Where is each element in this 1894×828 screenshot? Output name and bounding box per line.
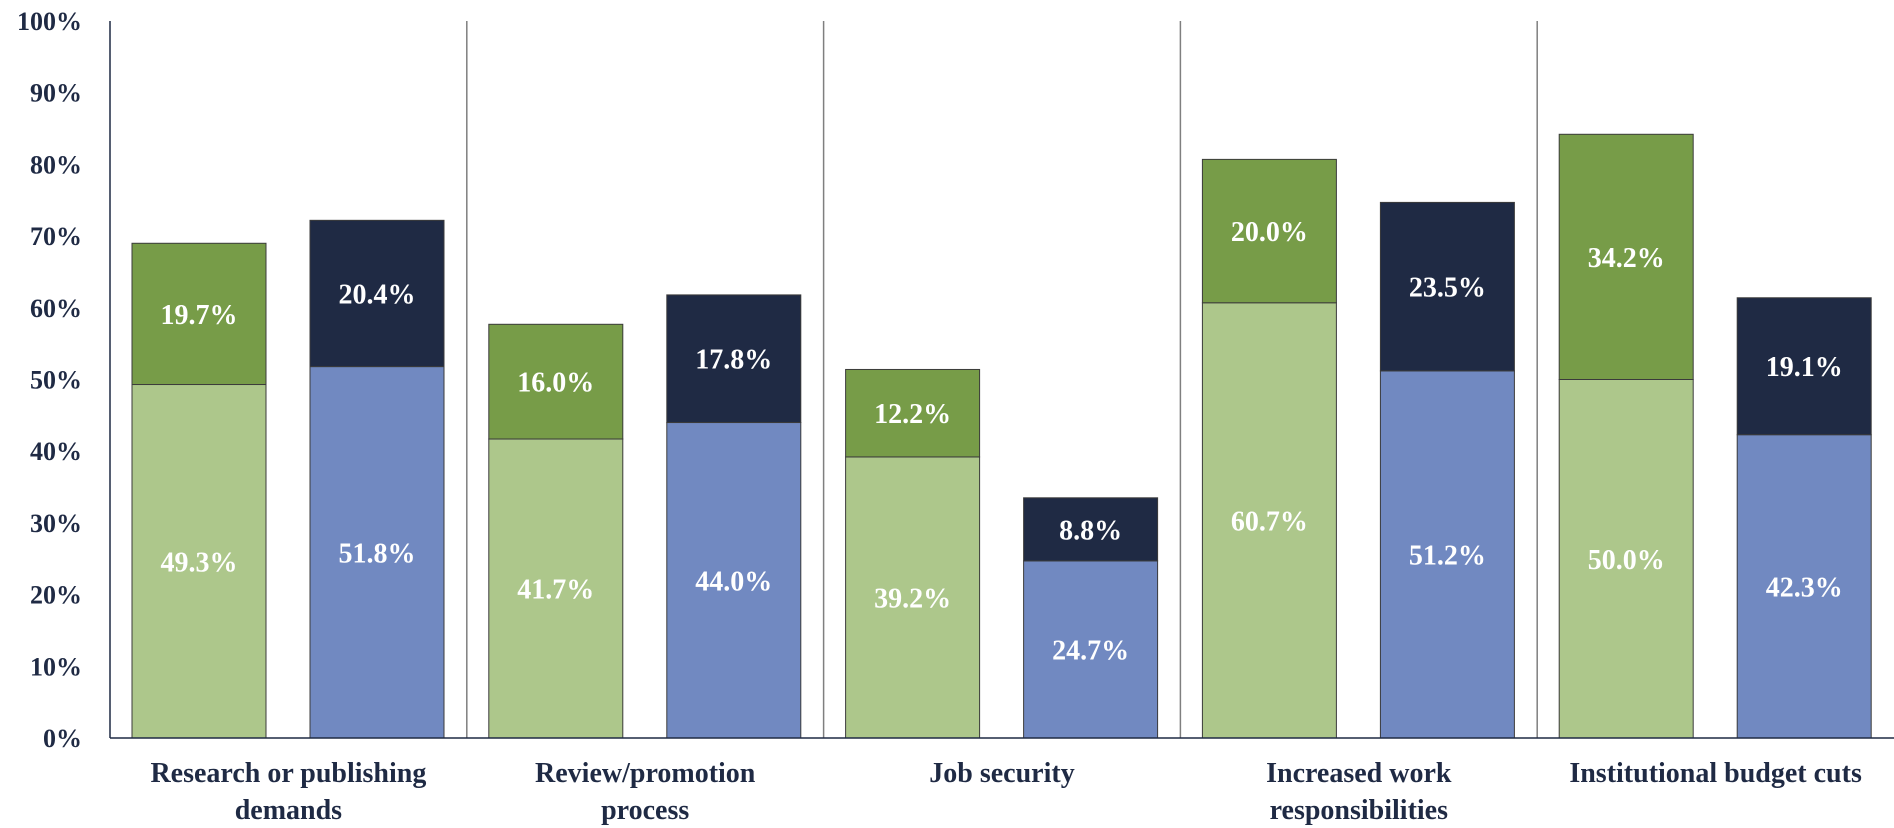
- data-label: 60.7%: [1231, 506, 1308, 537]
- x-category-label: Review/promotion process: [535, 758, 756, 826]
- y-tick-label: 0%: [43, 724, 82, 753]
- y-tick-label: 80%: [30, 150, 82, 179]
- y-axis-tick-labels: 0% 10% 20% 30% 40% 50% 60% 70% 80% 90% 100%: [17, 7, 82, 753]
- data-label: 19.1%: [1766, 352, 1843, 383]
- data-label: 44.0%: [695, 566, 772, 597]
- data-label: 51.8%: [339, 538, 416, 569]
- data-label: 23.5%: [1409, 273, 1486, 304]
- data-label: 20.4%: [339, 279, 416, 310]
- bar-segment-top: [1023, 497, 1159, 562]
- y-tick-label: 30%: [30, 509, 82, 538]
- data-label: 20.0%: [1231, 217, 1308, 248]
- bar-segment-top: [1736, 297, 1872, 436]
- bar-segment-bottom: [488, 438, 624, 739]
- bar-segment-bottom: [1023, 560, 1159, 739]
- x-axis-category-labels: Research or publishing demands Review/prom…: [150, 758, 1862, 826]
- y-tick-label: 100%: [17, 7, 82, 36]
- y-tick-label: 20%: [30, 581, 82, 610]
- bar-segment-top: [1379, 201, 1515, 372]
- x-category-label: Institutional budget cuts: [1569, 758, 1862, 789]
- x-category-label: Research or publishing demands: [150, 758, 426, 826]
- data-label: 39.2%: [874, 583, 951, 614]
- data-label: 19.7%: [161, 300, 238, 331]
- y-tick-label: 40%: [30, 437, 82, 466]
- bar-segment-top: [131, 242, 267, 386]
- bar-segment-bottom: [131, 384, 267, 739]
- bar-segment-bottom: [1736, 434, 1872, 739]
- y-tick-label: 90%: [30, 79, 82, 108]
- axes: [109, 21, 1894, 739]
- bars: 49.3% 19.7% 51.8% 20.4% 41.7% 16.0% 44.0% 17.8%…: [131, 133, 1872, 739]
- bar-segment-top: [309, 219, 445, 368]
- bar-segment-bottom: [1379, 370, 1515, 739]
- bar-segment-bottom: [1558, 379, 1694, 739]
- bar-segment-top: [845, 368, 981, 458]
- y-tick-label: 10%: [30, 652, 82, 681]
- data-label: 50.0%: [1588, 545, 1665, 576]
- y-tick-label: 50%: [30, 366, 82, 395]
- data-label: 34.2%: [1588, 243, 1665, 274]
- y-tick-label: 60%: [30, 294, 82, 323]
- data-label: 12.2%: [874, 399, 951, 430]
- bar-segment-top: [666, 294, 802, 424]
- bar-segment-top: [1201, 158, 1337, 304]
- bar-segment-bottom: [845, 456, 981, 739]
- bar-segment-bottom: [309, 366, 445, 739]
- y-tick-label: 70%: [30, 222, 82, 251]
- data-label: 41.7%: [517, 575, 594, 606]
- data-label: 49.3%: [161, 547, 238, 578]
- data-label: 42.3%: [1766, 572, 1843, 603]
- data-label: 8.8%: [1059, 515, 1122, 546]
- bar-segment-bottom: [666, 422, 802, 739]
- data-label: 17.8%: [695, 345, 772, 376]
- data-label: 16.0%: [517, 368, 594, 399]
- category-separators: [466, 21, 1538, 738]
- data-label: 51.2%: [1409, 540, 1486, 571]
- x-category-label: Job security: [929, 758, 1074, 789]
- data-label: 24.7%: [1052, 635, 1129, 666]
- bar-segment-top: [1558, 133, 1694, 380]
- x-category-label: Increased work responsibilities: [1266, 758, 1452, 826]
- bar-segment-top: [488, 323, 624, 440]
